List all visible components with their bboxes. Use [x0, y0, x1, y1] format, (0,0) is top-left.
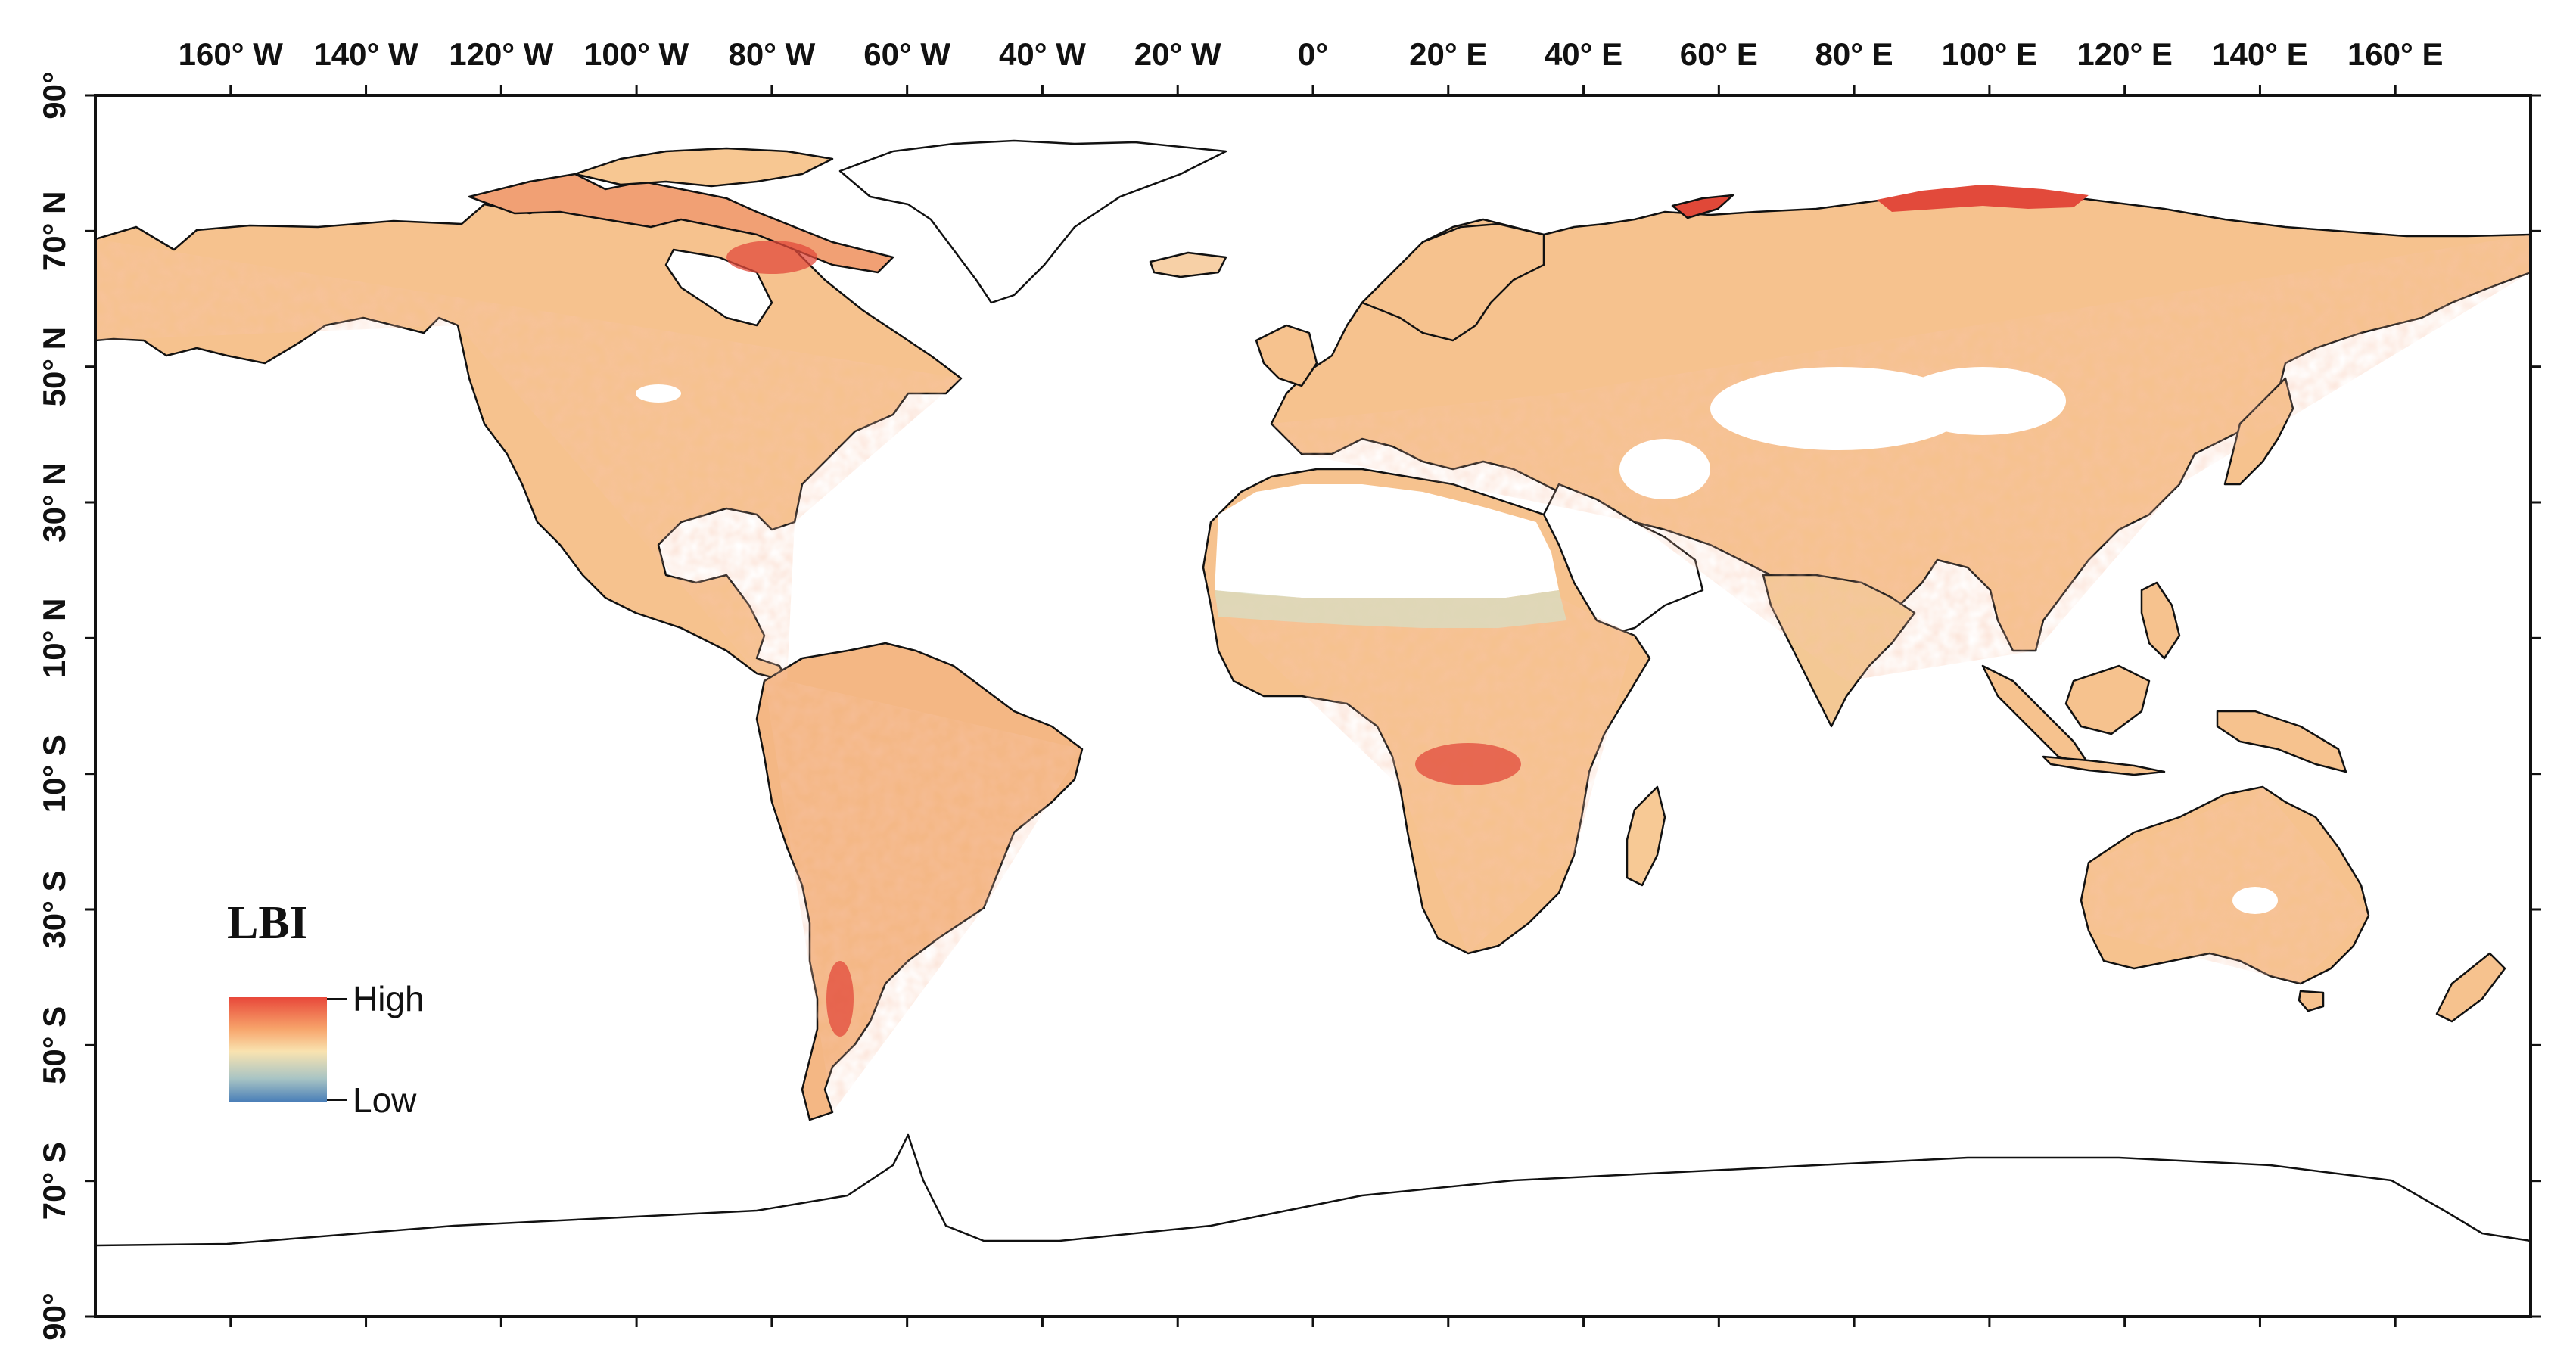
tasmania: [2298, 990, 2325, 1012]
graticule-ticks: [85, 85, 2541, 1327]
longitude-labels: 160° W 140° W 120° W 100° W 80° W 60° W 40° W 2…: [179, 36, 2444, 72]
longitude-label: 160° E: [2347, 36, 2444, 72]
borneo: [2064, 664, 2151, 735]
ellesmere-island: [574, 147, 834, 188]
longitude-label: 160° W: [179, 36, 284, 72]
latitude-label: 10° N: [36, 598, 72, 679]
legend-high-label: High: [353, 979, 425, 1018]
latitude-label: 10° S: [36, 735, 72, 813]
java: [2042, 755, 2166, 776]
new-guinea: [2216, 710, 2347, 773]
antarctica: [94, 1133, 2532, 1318]
legend-low-label: Low: [353, 1080, 417, 1120]
latitude-label: 50° S: [36, 1006, 72, 1084]
longitude-label: 20° W: [1134, 36, 1221, 72]
longitude-label: 120° E: [2077, 36, 2173, 72]
longitude-label: 0°: [1298, 36, 1328, 72]
iceland: [1149, 251, 1227, 278]
latitude-label: 70° S: [36, 1142, 72, 1220]
longitude-label: 40° E: [1545, 36, 1622, 72]
legend: LBI High Low: [227, 897, 425, 1120]
sahara-desert: [1215, 484, 1559, 598]
arctic-archipelago: [468, 173, 894, 274]
latitude-label: 90°: [36, 1292, 72, 1341]
latitude-labels: 90° 70° N 50° N 30° N 10° N 10° S 30° S 50° S 70…: [36, 71, 72, 1341]
latitude-label: 70° N: [36, 191, 72, 272]
scandinavia: [1361, 222, 1545, 342]
longitude-label: 140° E: [2212, 36, 2308, 72]
legend-title: LBI: [227, 897, 308, 949]
latitude-label: 30° N: [36, 462, 72, 543]
high-value-areas: [726, 241, 1521, 1037]
latitude-label: 50° N: [36, 327, 72, 407]
land-texture: [95, 235, 2531, 1112]
low-value-areas: [636, 367, 2278, 914]
longitude-label: 120° W: [449, 36, 554, 72]
new-zealand: [2435, 952, 2506, 1023]
philippines: [2140, 581, 2181, 660]
latitude-label: 30° S: [36, 870, 72, 948]
novaya-zemlya: [1671, 194, 1734, 219]
longitude-label: 140° W: [313, 36, 418, 72]
longitude-label: 60° E: [1680, 36, 1758, 72]
longitude-label: 20° E: [1409, 36, 1487, 72]
longitude-label: 100° E: [1942, 36, 2038, 72]
greenland: [838, 139, 1227, 304]
longitude-label: 100° W: [584, 36, 689, 72]
taymyr-high-region: [1877, 185, 2089, 212]
longitude-label: 80° E: [1815, 36, 1893, 72]
british-isles: [1255, 324, 1318, 387]
latitude-label: 90°: [36, 71, 72, 120]
sahel-band: [1215, 590, 1566, 628]
longitude-label: 80° W: [728, 36, 815, 72]
longitude-label: 60° W: [863, 36, 950, 72]
legend-color-ramp: [229, 997, 327, 1102]
madagascar: [1626, 785, 1666, 887]
longitude-label: 40° W: [999, 36, 1086, 72]
